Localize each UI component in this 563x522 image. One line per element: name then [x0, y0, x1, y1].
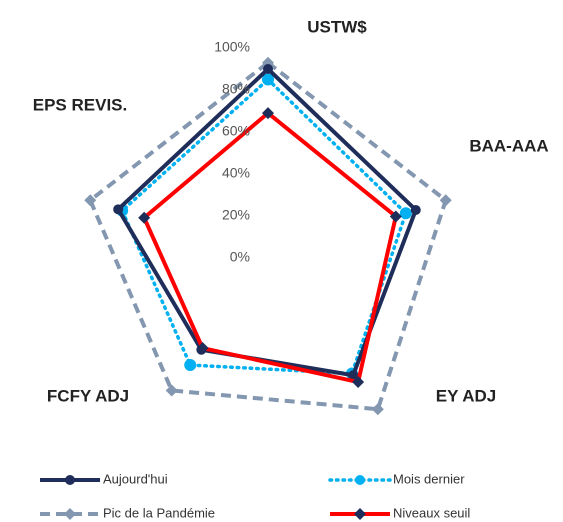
tick-label: 40% — [222, 165, 250, 181]
data-point — [184, 359, 197, 372]
tick-label: 100% — [214, 39, 250, 55]
data-point — [410, 204, 421, 215]
legend-label: Mois dernier — [393, 471, 465, 486]
tick-label: 0% — [230, 249, 250, 265]
tick-label: 60% — [222, 123, 250, 139]
category-label: USTW$ — [307, 17, 367, 36]
data-point — [348, 370, 359, 381]
legend-marker — [355, 475, 365, 485]
data-point — [263, 64, 273, 74]
data-point — [371, 403, 384, 416]
legend-marker — [64, 508, 76, 520]
legend-marker — [354, 508, 366, 520]
category-label: EY ADJ — [436, 386, 496, 405]
data-point — [196, 342, 209, 355]
data-point — [389, 210, 402, 223]
category-label: EPS REVIS. — [33, 95, 127, 114]
data-point — [439, 194, 452, 207]
category-label: FCFY ADJ — [47, 386, 129, 405]
legend-label: Aujourd'hui — [103, 471, 168, 486]
data-point — [262, 73, 274, 86]
series-line — [120, 77, 408, 376]
legend-label: Niveaux seuil — [393, 505, 470, 520]
data-point — [262, 107, 274, 120]
tick-label: 20% — [222, 207, 250, 223]
legend-label: Pic de la Pandémie — [103, 505, 215, 520]
series-line — [142, 111, 398, 385]
data-point — [113, 204, 124, 215]
tick-label: 80% — [222, 81, 250, 97]
legend-marker — [65, 475, 75, 485]
data-point — [165, 384, 178, 397]
data-point — [138, 211, 151, 224]
series-line — [88, 60, 448, 412]
category-label: BAA-AAA — [469, 136, 548, 155]
data-point — [84, 194, 97, 207]
data-point — [399, 207, 412, 220]
data-point — [352, 376, 365, 389]
